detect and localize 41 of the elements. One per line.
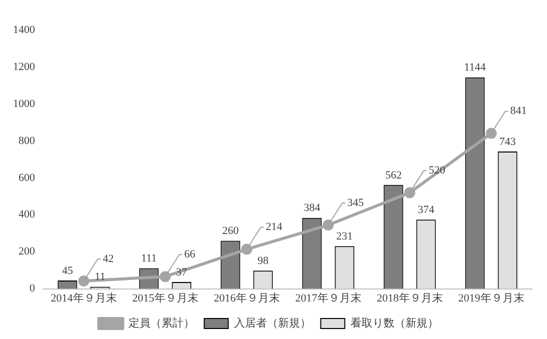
data-label: 562 — [385, 169, 402, 182]
x-tick-label: 2015年９月末 — [132, 291, 198, 304]
x-tick-label: 2014年９月末 — [50, 291, 117, 304]
y-tick-label: 1400 — [13, 24, 36, 36]
data-label: 345 — [347, 196, 364, 209]
point — [160, 271, 171, 282]
data-label: 1144 — [464, 62, 486, 74]
y-tick-label: 0 — [30, 282, 36, 295]
legend-label: 看取り数（新規） — [350, 316, 438, 330]
data-label: 98 — [258, 255, 270, 268]
data-label: 37 — [176, 266, 188, 278]
x-tick-label: 2016年９月末 — [214, 291, 280, 304]
y-tick-label: 1000 — [13, 98, 36, 110]
x-tick-label: 2019年９月末 — [458, 291, 524, 304]
data-label: 42 — [102, 252, 114, 265]
data-label: 214 — [266, 221, 283, 234]
y-tick-label: 200 — [18, 246, 36, 258]
x-tick-label: 2017年９月末 — [295, 291, 362, 304]
data-label: 841 — [510, 105, 527, 118]
legend-label: 定員（累計） — [128, 316, 194, 330]
point — [241, 244, 252, 255]
point — [78, 276, 90, 287]
data-label: 45 — [62, 264, 74, 277]
data-label: 66 — [184, 248, 196, 260]
legend-label: 入居者（新規） — [234, 316, 311, 330]
data-label: 743 — [499, 136, 516, 148]
data-label: 374 — [418, 204, 435, 216]
data-label: 11 — [94, 271, 106, 284]
x-tick-label: 2018年９月末 — [376, 291, 443, 304]
data-label: 111 — [141, 252, 157, 265]
point — [322, 220, 334, 231]
data-label: 384 — [304, 202, 321, 214]
data-label: 231 — [336, 230, 353, 242]
point — [486, 128, 497, 139]
data-label: 520 — [428, 164, 446, 177]
y-tick-label: 800 — [18, 134, 36, 147]
y-tick-label: 600 — [18, 172, 36, 184]
y-tick-label: 400 — [18, 208, 36, 221]
y-tick-label: 1200 — [13, 60, 36, 73]
data-label: 260 — [222, 225, 240, 238]
point — [404, 187, 416, 198]
